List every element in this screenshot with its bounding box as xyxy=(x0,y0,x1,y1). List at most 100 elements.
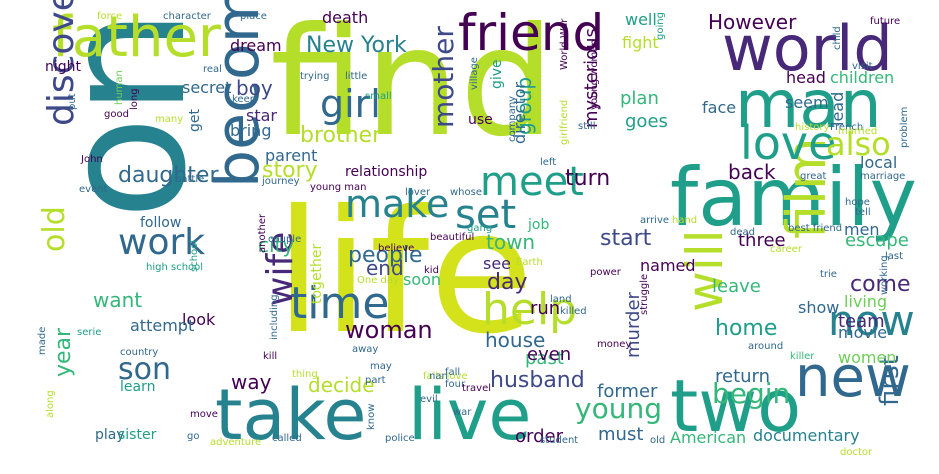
word-girlfriend: girlfriend xyxy=(559,99,570,145)
word-young-man: young man xyxy=(310,182,367,193)
word-return: return xyxy=(715,366,771,387)
word-couple: couple xyxy=(268,234,302,245)
word-order: order xyxy=(515,426,563,447)
word-woman: woman xyxy=(345,316,433,344)
word-town: town xyxy=(486,230,536,254)
word-kill: kill xyxy=(263,351,278,362)
word-brother: brother xyxy=(300,123,382,148)
word-escape: escape xyxy=(845,230,909,251)
word-american: American xyxy=(670,428,747,447)
word-four: four xyxy=(445,379,466,390)
word-day: day xyxy=(487,270,528,295)
word-goes: goes xyxy=(625,111,668,132)
word-life: life xyxy=(275,174,534,372)
word-way: way xyxy=(231,370,272,394)
word-help: help xyxy=(482,284,578,335)
word-power: power xyxy=(590,267,621,278)
word-however: However xyxy=(708,10,797,34)
word-human: human xyxy=(114,70,125,105)
word-husband: husband xyxy=(490,368,585,393)
word-nan: nan xyxy=(429,371,448,382)
word-year: year xyxy=(51,327,76,377)
word-real: real xyxy=(203,64,222,75)
word-story: story xyxy=(262,158,318,183)
word-learn: learn xyxy=(120,379,156,395)
word-head: head xyxy=(786,68,826,87)
word-thing: thing xyxy=(292,369,318,380)
word-kid: kid xyxy=(424,265,439,276)
word-soon: soon xyxy=(403,270,442,289)
word-police: police xyxy=(385,433,415,444)
word-force: force xyxy=(97,11,123,22)
word-land: land xyxy=(550,294,572,305)
word-must: must xyxy=(598,424,644,445)
word-last: last xyxy=(885,251,904,262)
word-put: put xyxy=(67,93,78,110)
word-end: end xyxy=(366,256,404,280)
word-away: away xyxy=(352,344,379,355)
word-old: old xyxy=(650,435,666,446)
word-documentary: documentary xyxy=(753,426,860,445)
word-use: use xyxy=(468,112,493,128)
word-daughter: daughter xyxy=(118,163,219,188)
word-lover: lover xyxy=(405,187,431,198)
word-get: get xyxy=(187,109,203,132)
word-move: move xyxy=(190,409,218,420)
word-sister: sister xyxy=(118,427,157,443)
word-keep: keep xyxy=(232,94,257,105)
word-new-york: New York xyxy=(306,33,407,58)
word-begin: begin xyxy=(712,377,791,410)
word-team: team xyxy=(838,311,885,332)
word-fight: fight xyxy=(622,33,659,52)
word-want: want xyxy=(93,288,143,312)
word-look: look xyxy=(182,310,216,329)
word-new: new xyxy=(795,345,911,410)
word-including: including xyxy=(269,294,280,340)
word-hope: hope xyxy=(845,197,870,208)
word-world-war: World War xyxy=(559,18,570,70)
word-falls-love: falls love xyxy=(423,371,468,382)
word-best-friend: best friend xyxy=(788,223,843,234)
word-take: take xyxy=(215,374,367,456)
word-left: left xyxy=(540,157,557,168)
word-around: around xyxy=(748,341,784,352)
word-children: children xyxy=(830,68,895,87)
word-show: show xyxy=(798,298,840,317)
word-friend: friend xyxy=(458,4,605,62)
word-serie: serie xyxy=(77,327,102,338)
word-battle: battle xyxy=(175,174,205,185)
word-another: another xyxy=(257,213,268,253)
word-together: together xyxy=(309,243,325,304)
word-may: may xyxy=(370,361,392,372)
word-history: history xyxy=(795,122,830,133)
word-earth: Earth xyxy=(516,257,543,268)
word-seem: seem xyxy=(785,93,829,112)
word-one-day: One day xyxy=(357,275,399,286)
word-part: part xyxy=(365,375,386,386)
word-world: world xyxy=(722,12,893,85)
word-leave: leave xyxy=(712,276,761,297)
word-father: father xyxy=(52,5,221,70)
word-evil: evil xyxy=(420,394,438,405)
word-time: time xyxy=(290,278,390,329)
word-men: men xyxy=(844,220,880,239)
word-now: now xyxy=(828,296,915,345)
word-student: student xyxy=(540,435,579,446)
word-go: go xyxy=(187,431,200,442)
word-young: young xyxy=(575,392,662,425)
word-war: war xyxy=(453,407,472,418)
word-journey: journey xyxy=(262,176,300,187)
word-local: local xyxy=(860,153,898,172)
word-along: along xyxy=(45,390,56,418)
word-hand: hand xyxy=(672,215,698,226)
word-plan: plan xyxy=(620,88,659,109)
word-made: made xyxy=(37,326,48,355)
word-dead: dead xyxy=(730,227,755,238)
word-dream: dream xyxy=(230,36,282,55)
word-doctor: doctor xyxy=(840,447,873,458)
word-adventure: adventure xyxy=(210,437,262,448)
word-old: old xyxy=(37,206,72,252)
word-young-woman: young woman xyxy=(589,39,600,110)
word-give: give xyxy=(489,59,505,89)
